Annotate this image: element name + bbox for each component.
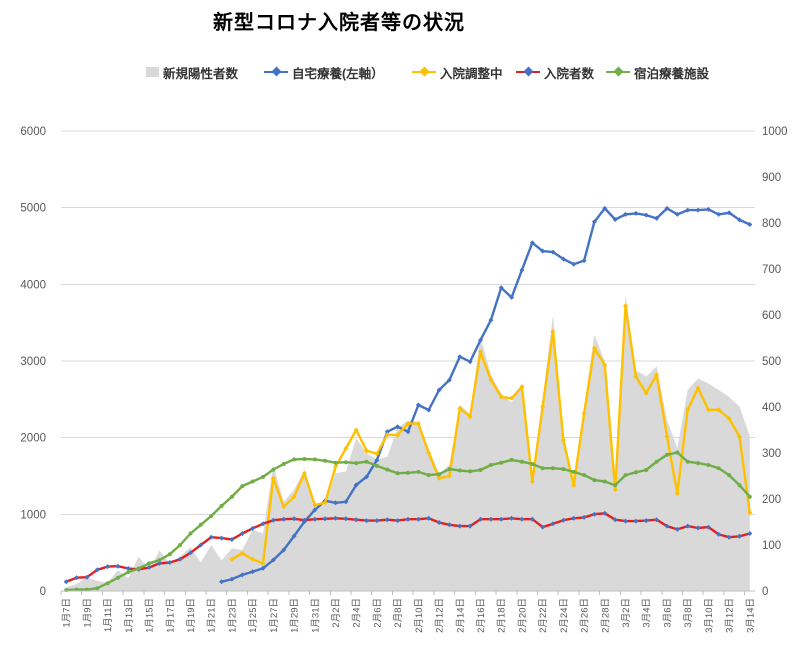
- svg-text:2月10日: 2月10日: [414, 598, 425, 633]
- svg-text:2月2日: 2月2日: [331, 598, 342, 628]
- svg-text:3000: 3000: [20, 356, 46, 368]
- legend-item-hospitalized: 入院者数: [516, 62, 594, 82]
- svg-text:1月29日: 1月29日: [290, 598, 301, 633]
- svg-text:300: 300: [762, 448, 781, 460]
- svg-text:0: 0: [762, 586, 768, 598]
- svg-text:700: 700: [762, 264, 781, 276]
- svg-text:4000: 4000: [20, 279, 46, 291]
- svg-text:5000: 5000: [20, 203, 46, 215]
- svg-text:2月16日: 2月16日: [476, 598, 487, 633]
- svg-text:2月18日: 2月18日: [497, 598, 508, 633]
- line-marker-icon: [606, 66, 630, 77]
- svg-text:200: 200: [762, 494, 781, 506]
- svg-text:1月31日: 1月31日: [310, 598, 321, 633]
- svg-text:2月6日: 2月6日: [372, 598, 383, 628]
- svg-text:100: 100: [762, 540, 781, 552]
- svg-text:600: 600: [762, 310, 781, 322]
- svg-text:1000: 1000: [20, 509, 46, 521]
- line-lodging-facility-markers: [64, 450, 752, 593]
- svg-text:2月14日: 2月14日: [455, 598, 466, 633]
- x-axis-labels: 1月7日 1月9日 1月11日 1月13日 1月15日 1月17日 1月19日 1月21日 1月…: [62, 598, 757, 633]
- x-axis: [60, 590, 755, 595]
- legend-label: 宿泊療養施設: [634, 66, 710, 81]
- svg-text:800: 800: [762, 218, 781, 230]
- svg-text:1月9日: 1月9日: [82, 598, 93, 628]
- legend-item-lodging-facility: 宿泊療養施設: [606, 62, 709, 82]
- svg-text:2月28日: 2月28日: [600, 598, 611, 633]
- y-axis-right-labels: 0 100 200 300 400 500 600 700 800 900 1000: [762, 126, 788, 598]
- svg-text:2月12日: 2月12日: [435, 598, 446, 633]
- svg-text:1月7日: 1月7日: [62, 598, 73, 628]
- legend: 新規陽性者数 自宅療養(左軸） 入院調整中 入院者数 宿泊療養施設: [0, 62, 800, 84]
- area-new-positives: [66, 295, 750, 591]
- svg-text:2000: 2000: [20, 433, 46, 445]
- svg-text:2月22日: 2月22日: [538, 598, 549, 633]
- svg-text:1月21日: 1月21日: [207, 598, 218, 633]
- area-swatch-icon: [146, 67, 159, 77]
- svg-text:1000: 1000: [762, 126, 788, 138]
- svg-text:2月24日: 2月24日: [559, 598, 570, 633]
- svg-text:1月27日: 1月27日: [269, 598, 280, 633]
- svg-text:1月15日: 1月15日: [145, 598, 156, 633]
- line-marker-icon: [412, 66, 436, 77]
- svg-text:3月4日: 3月4日: [642, 598, 653, 628]
- svg-text:3月12日: 3月12日: [725, 598, 736, 633]
- svg-text:0: 0: [40, 586, 46, 598]
- legend-item-home-care: 自宅療養(左軸）: [264, 62, 384, 82]
- svg-text:1月19日: 1月19日: [186, 598, 197, 633]
- line-marker-icon: [516, 66, 540, 77]
- svg-text:1月25日: 1月25日: [248, 598, 259, 633]
- svg-text:2月26日: 2月26日: [580, 598, 591, 633]
- legend-item-new-positives: 新規陽性者数: [146, 62, 238, 82]
- chart-title: 新型コロナ入院者等の状況: [213, 12, 465, 34]
- svg-text:1月17日: 1月17日: [165, 598, 176, 633]
- svg-text:400: 400: [762, 402, 781, 414]
- svg-text:2月20日: 2月20日: [517, 598, 528, 633]
- svg-text:3月14日: 3月14日: [745, 598, 756, 633]
- legend-label: 入院調整中: [440, 66, 503, 81]
- legend-item-awaiting-admission: 入院調整中: [412, 62, 503, 82]
- legend-label: 新規陽性者数: [163, 66, 239, 81]
- svg-text:3月8日: 3月8日: [683, 598, 694, 628]
- legend-label: 自宅療養(左軸）: [292, 66, 384, 81]
- svg-text:3月6日: 3月6日: [663, 598, 674, 628]
- svg-text:3月10日: 3月10日: [704, 598, 715, 633]
- y-axis-left-labels: 0 1000 2000 3000 4000 5000 6000: [20, 126, 46, 598]
- line-home-care: [221, 207, 751, 583]
- svg-text:1月13日: 1月13日: [124, 598, 135, 633]
- svg-text:500: 500: [762, 356, 781, 368]
- svg-text:2月4日: 2月4日: [352, 598, 363, 628]
- svg-text:2月8日: 2月8日: [393, 598, 404, 628]
- line-marker-icon: [264, 66, 288, 77]
- svg-text:3月2日: 3月2日: [621, 598, 632, 628]
- svg-text:6000: 6000: [20, 126, 46, 138]
- legend-label: 入院者数: [544, 66, 595, 81]
- svg-text:1月23日: 1月23日: [227, 598, 238, 633]
- svg-text:1月11日: 1月11日: [103, 598, 114, 632]
- svg-text:900: 900: [762, 172, 781, 184]
